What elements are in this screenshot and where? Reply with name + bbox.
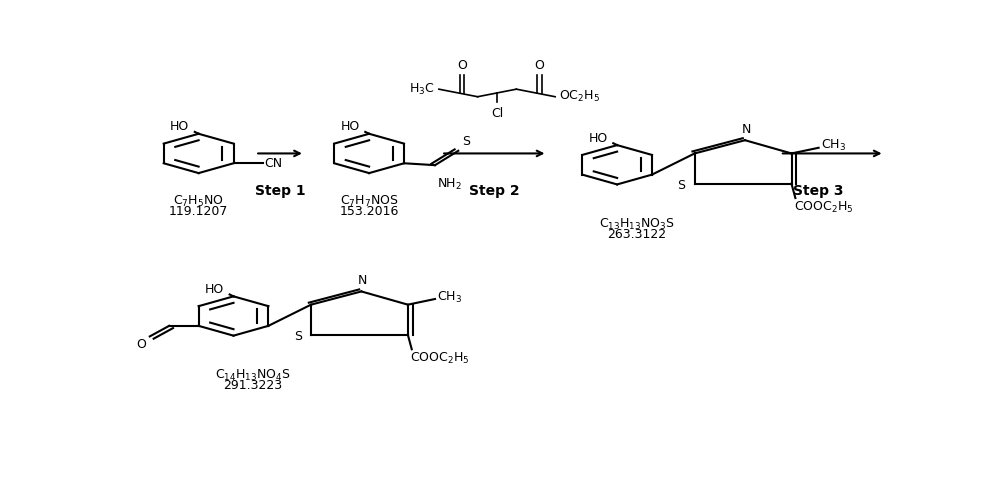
Text: $\mathrm{C_7H_5NO}$: $\mathrm{C_7H_5NO}$ — [173, 194, 224, 209]
Text: CN: CN — [265, 157, 283, 170]
Text: Step 3: Step 3 — [793, 184, 844, 198]
Text: COOC$_2$H$_5$: COOC$_2$H$_5$ — [794, 199, 853, 215]
Text: H$_3$C: H$_3$C — [409, 82, 435, 97]
Text: S: S — [677, 179, 685, 192]
Text: Cl: Cl — [491, 108, 503, 120]
Text: COOC$_2$H$_5$: COOC$_2$H$_5$ — [410, 351, 470, 366]
Text: $\mathrm{C_{13}H_{13}NO_3S}$: $\mathrm{C_{13}H_{13}NO_3S}$ — [599, 217, 674, 232]
Text: CH$_3$: CH$_3$ — [437, 290, 462, 304]
Text: CH$_3$: CH$_3$ — [821, 138, 846, 153]
Text: Step 2: Step 2 — [469, 184, 520, 198]
Text: Step 1: Step 1 — [255, 184, 305, 198]
Text: N: N — [742, 123, 751, 136]
Text: 263.3122: 263.3122 — [607, 228, 666, 241]
Text: 119.1207: 119.1207 — [169, 205, 228, 218]
Text: O: O — [457, 59, 467, 72]
Text: $\mathrm{C_7H_7NOS}$: $\mathrm{C_7H_7NOS}$ — [340, 194, 398, 209]
Text: OC$_2$H$_5$: OC$_2$H$_5$ — [559, 89, 600, 104]
Text: $\mathrm{C_{14}H_{13}NO_4S}$: $\mathrm{C_{14}H_{13}NO_4S}$ — [215, 368, 291, 383]
Text: HO: HO — [589, 132, 608, 145]
Text: HO: HO — [205, 283, 224, 296]
Text: HO: HO — [341, 120, 360, 134]
Text: N: N — [358, 274, 368, 287]
Text: 153.2016: 153.2016 — [339, 205, 399, 218]
Text: S: S — [462, 135, 470, 148]
Text: 291.3223: 291.3223 — [223, 379, 282, 392]
Text: O: O — [535, 59, 545, 72]
Text: NH$_2$: NH$_2$ — [437, 176, 462, 191]
Text: S: S — [294, 330, 302, 343]
Text: HO: HO — [170, 120, 189, 134]
Text: O: O — [136, 338, 146, 352]
